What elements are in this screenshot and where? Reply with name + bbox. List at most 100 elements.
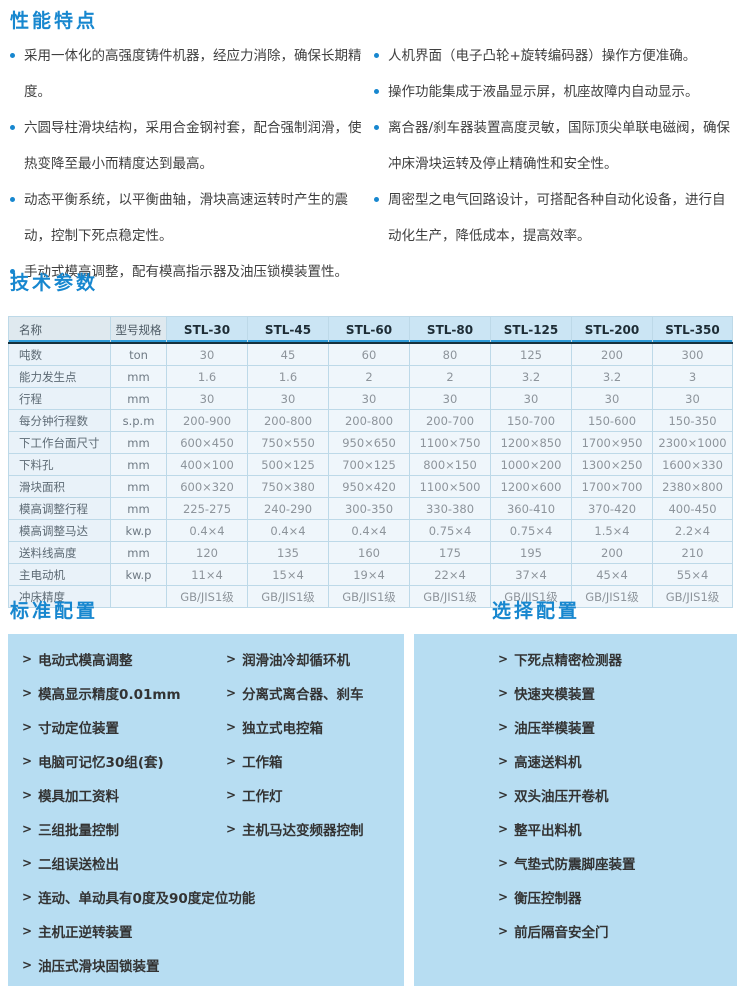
spec-value-cell: 30 bbox=[652, 387, 733, 410]
feature-text: 六圆导柱滑块结构，采用合金钢衬套，配合强制润滑，使热变降至最小而精度达到最高。 bbox=[24, 120, 362, 172]
feature-item: 操作功能集成于液晶显示屏，机座故障内自动显示。 bbox=[374, 74, 736, 110]
technical-parameters-title: 技术参数 bbox=[10, 272, 99, 294]
config-item-text: 整平出料机 bbox=[514, 823, 582, 839]
spec-row-label: 吨数 bbox=[8, 342, 111, 366]
features-right-column: 人机界面（电子凸轮+旋转编码器）操作方便准确。 操作功能集成于液晶显示屏，机座故障… bbox=[374, 38, 736, 254]
config-item-text: 高速送料机 bbox=[514, 755, 582, 771]
spec-value-cell: 125 bbox=[490, 342, 572, 366]
spec-value-cell: 3.2 bbox=[571, 365, 653, 388]
config-item-text: 模具加工资料 bbox=[38, 789, 120, 805]
optional-config-panel: > 下死点精密检测器 > 快速夹模装置 > 油压举模装置 > 高速送料机 > 双头油压开卷机 > 整平… bbox=[414, 634, 737, 986]
spec-value-cell: 2.2×4 bbox=[652, 519, 733, 542]
spec-row-unit: ton bbox=[110, 342, 167, 366]
spec-value-cell: 175 bbox=[409, 541, 491, 564]
bullet-dot-icon bbox=[10, 197, 15, 202]
config-item-text: 快速夹模装置 bbox=[514, 687, 596, 703]
spec-row-label: 送料线高度 bbox=[8, 541, 111, 564]
config-item-marker: > bbox=[226, 686, 237, 700]
bullet-dot-icon bbox=[10, 269, 15, 274]
spec-value-cell: 200 bbox=[571, 342, 653, 366]
standard-config-title: 标准配置 bbox=[10, 600, 99, 622]
config-item-text: 前后隔音安全门 bbox=[514, 925, 609, 941]
optional-config-title: 选择配置 bbox=[492, 600, 581, 622]
spec-value-cell: 360-410 bbox=[490, 497, 572, 520]
config-item-marker: > bbox=[22, 924, 33, 938]
feature-item: 离合器/刹车器装置高度灵敏，国际顶尖单联电磁阀，确保冲床滑块运转及停止精确性和安… bbox=[374, 110, 736, 182]
spec-header-unit: 型号规格 bbox=[110, 316, 167, 344]
spec-value-cell: 160 bbox=[328, 541, 410, 564]
spec-value-cell: 240-290 bbox=[247, 497, 329, 520]
config-item: > 快速夹模装置 bbox=[498, 676, 636, 710]
spec-value-cell: GB/JIS1级 bbox=[571, 585, 653, 608]
config-item-marker: > bbox=[498, 652, 509, 666]
feature-text: 动态平衡系统，以平衡曲轴，滑块高速运转时产生的震动，控制下死点稳定性。 bbox=[24, 192, 348, 244]
config-item-marker: > bbox=[498, 720, 509, 734]
config-item: > 三组批量控制 bbox=[22, 812, 255, 846]
spec-value-cell: 300-350 bbox=[328, 497, 410, 520]
config-item: > 整平出料机 bbox=[498, 812, 636, 846]
config-item-text: 气垫式防震脚座装置 bbox=[514, 857, 636, 873]
spec-row-unit: kw.p bbox=[110, 563, 167, 586]
spec-table-header: 名称 型号规格 STL-30 STL-45 STL-60 STL-80 STL-125 S… bbox=[8, 316, 733, 344]
spec-value-cell: 1100×750 bbox=[409, 431, 491, 454]
config-item-marker: > bbox=[22, 856, 33, 870]
spec-row-unit: mm bbox=[110, 431, 167, 454]
config-item: > 前后隔音安全门 bbox=[498, 914, 636, 948]
config-item: > 气垫式防震脚座装置 bbox=[498, 846, 636, 880]
spec-table-row: 每分钟行程数 s.p.m 200-900 200-800 200-800 200-700 1… bbox=[8, 409, 733, 432]
spec-row-label: 模高调整马达 bbox=[8, 519, 111, 542]
bullet-dot-icon bbox=[10, 125, 15, 130]
spec-value-cell: 1.6 bbox=[247, 365, 329, 388]
config-item-text: 主机马达变频器控制 bbox=[242, 823, 364, 839]
standard-config-panel: > 电动式模高调整 > 模高显示精度0.01mm > 寸动定位装置 > 电脑可记忆30组(套)… bbox=[8, 634, 404, 986]
config-item: > 高速送料机 bbox=[498, 744, 636, 778]
spec-value-cell: 1.5×4 bbox=[571, 519, 653, 542]
spec-value-cell: GB/JIS1级 bbox=[409, 585, 491, 608]
spec-row-label: 滑块面积 bbox=[8, 475, 111, 498]
feature-item: 采用一体化的高强度铸件机器，经应力消除，确保长期精度。 bbox=[10, 38, 362, 110]
spec-value-cell: 1700×950 bbox=[571, 431, 653, 454]
spec-value-cell: 22×4 bbox=[409, 563, 491, 586]
spec-value-cell: 2 bbox=[328, 365, 410, 388]
config-item-text: 油压式滑块固锁装置 bbox=[38, 959, 160, 975]
spec-row-label: 主电动机 bbox=[8, 563, 111, 586]
spec-value-cell: 150-600 bbox=[571, 409, 653, 432]
spec-table-row: 送料线高度 mm 120 135 160 175 195 200 210 bbox=[8, 541, 733, 564]
config-item-text: 润滑油冷却循环机 bbox=[242, 653, 351, 669]
spec-value-cell: 0.4×4 bbox=[166, 519, 248, 542]
spec-value-cell: 1300×250 bbox=[571, 453, 653, 476]
performance-features-title: 性能特点 bbox=[10, 10, 99, 32]
spec-value-cell: GB/JIS1级 bbox=[166, 585, 248, 608]
spec-table-row: 能力发生点 mm 1.6 1.6 2 2 3.2 3.2 3 bbox=[8, 365, 733, 388]
spec-header-model: STL-60 bbox=[328, 316, 410, 344]
spec-table-row: 吨数 ton 30 45 60 80 125 200 300 bbox=[8, 342, 733, 366]
config-item-marker: > bbox=[226, 788, 237, 802]
config-item-marker: > bbox=[22, 822, 33, 836]
spec-table-body: 吨数 ton 30 45 60 80 125 200 300 能力发生点 mm 1.6 1.6 2 2 3.2… bbox=[8, 342, 733, 608]
spec-header-name: 名称 bbox=[8, 316, 111, 344]
feature-text: 采用一体化的高强度铸件机器，经应力消除，确保长期精度。 bbox=[24, 48, 362, 100]
spec-row-label: 下工作台面尺寸 bbox=[8, 431, 111, 454]
config-item-text: 模高显示精度0.01mm bbox=[38, 687, 181, 703]
config-item-marker: > bbox=[498, 924, 509, 938]
config-item-text: 二组误送检出 bbox=[38, 857, 120, 873]
config-item-text: 三组批量控制 bbox=[38, 823, 120, 839]
spec-row-label: 每分钟行程数 bbox=[8, 409, 111, 432]
config-item-marker: > bbox=[22, 686, 33, 700]
spec-value-cell: 600×320 bbox=[166, 475, 248, 498]
spec-value-cell: 19×4 bbox=[328, 563, 410, 586]
config-item-marker: > bbox=[498, 686, 509, 700]
spec-value-cell: 400-450 bbox=[652, 497, 733, 520]
spec-value-cell: 200-800 bbox=[328, 409, 410, 432]
spec-value-cell: 30 bbox=[490, 387, 572, 410]
spec-value-cell: 1.6 bbox=[166, 365, 248, 388]
feature-item: 动态平衡系统，以平衡曲轴，滑块高速运转时产生的震动，控制下死点稳定性。 bbox=[10, 182, 362, 254]
spec-row-unit: mm bbox=[110, 541, 167, 564]
config-item-text: 独立式电控箱 bbox=[242, 721, 324, 737]
spec-value-cell: 2 bbox=[409, 365, 491, 388]
config-item-text: 电动式模高调整 bbox=[38, 653, 133, 669]
spec-value-cell: 1200×600 bbox=[490, 475, 572, 498]
spec-row-label: 模高调整行程 bbox=[8, 497, 111, 520]
config-item-text: 分离式离合器、刹车 bbox=[242, 687, 364, 703]
bullet-dot-icon bbox=[374, 197, 379, 202]
